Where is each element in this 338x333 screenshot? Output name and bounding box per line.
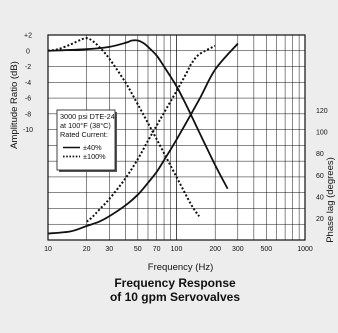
- y-tick-label-right: 80: [316, 151, 324, 158]
- x-tick-label: 200: [209, 246, 221, 253]
- x-axis-label: Frequency (Hz): [148, 262, 213, 273]
- x-tick-label: 50: [134, 246, 142, 253]
- x-tick-label: 20: [83, 246, 91, 253]
- legend-header-line: Rated Current:: [60, 130, 108, 139]
- series-line-amplitude-solid: [47, 39, 229, 190]
- chart-title-line: Frequency Response: [114, 276, 236, 290]
- x-tick-label: 300: [232, 246, 244, 253]
- y-tick-label-right: 100: [316, 130, 328, 137]
- x-tick-label: 1000: [297, 246, 313, 253]
- plot-frame: [47, 34, 306, 241]
- y-tick-label-left: -10: [23, 127, 33, 134]
- y-tick-label-left: -8: [25, 111, 31, 118]
- y-axis-label-right: Phase lag (degrees): [325, 157, 336, 243]
- x-tick-label: 100: [171, 246, 183, 253]
- chart-title-line: of 10 gpm Servovalves: [110, 290, 240, 304]
- y-tick-label-left: -2: [25, 64, 31, 71]
- y-tick-label-right: 60: [316, 173, 324, 180]
- labels: 10 20 30 50 70 100 200 300 500 1000 +2 0 -2 -4 -6 -8 -10…: [9, 33, 336, 305]
- series-line-phase-solid: [47, 43, 239, 235]
- series-layer: [47, 37, 239, 235]
- legend-entry-label: ±40%: [83, 143, 102, 152]
- y-tick-label-left: +2: [24, 33, 32, 40]
- x-tick-label: 70: [153, 246, 161, 253]
- axes: [47, 34, 306, 241]
- x-tick-label: 30: [105, 246, 113, 253]
- series-line-amplitude-dotted: [47, 37, 200, 217]
- y-axis-label-left: Amplitude Ratio (dB): [9, 61, 20, 149]
- y-tick-label-right: 40: [316, 194, 324, 201]
- legend-header-line: 3000 psi DTE-24: [60, 112, 115, 121]
- legend-entry-label: ±100%: [83, 152, 106, 161]
- x-tick-label: 10: [44, 246, 52, 253]
- y-tick-label-left: -4: [25, 80, 31, 87]
- y-tick-label-left: -6: [25, 96, 31, 103]
- legend-box: [56, 109, 116, 171]
- series-line-phase-dotted: [86, 44, 216, 223]
- x-tick-label: 500: [260, 246, 272, 253]
- legend-header-line: at 100°F (38°C): [60, 121, 111, 130]
- y-tick-label-left: 0: [26, 48, 30, 55]
- y-tick-label-right: 20: [316, 216, 324, 223]
- y-tick-label-right: 120: [316, 108, 328, 115]
